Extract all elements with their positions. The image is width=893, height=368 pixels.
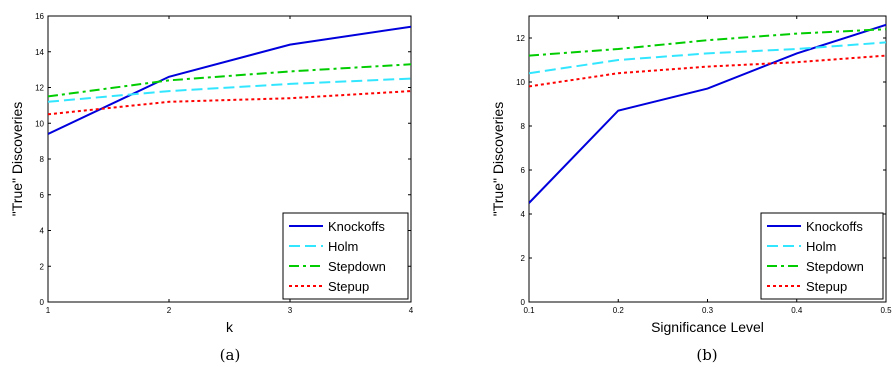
y-axis-label: "True" Discoveries [490, 102, 506, 216]
y-tick-label: 16 [35, 12, 44, 21]
x-tick-label: 2 [167, 306, 172, 315]
series-line-knockoffs [48, 25, 411, 135]
series-line-holm [48, 77, 411, 103]
y-tick-label: 4 [521, 210, 526, 219]
x-tick-label: 1 [46, 306, 51, 315]
y-tick-label: 12 [35, 84, 44, 93]
series-line-stepdown [529, 28, 886, 57]
y-tick-label: 10 [516, 78, 525, 87]
legend-label: Stepdown [328, 259, 386, 274]
x-tick-label: 0.3 [702, 306, 714, 315]
legend-label: Stepup [806, 279, 847, 294]
x-tick-label: 0.4 [791, 306, 803, 315]
series-line-stepup [529, 54, 886, 88]
x-tick-label: 0.5 [880, 306, 892, 315]
legend-label: Knockoffs [806, 219, 863, 234]
subfigure-caption: (a) [220, 346, 241, 364]
series-line-stepdown [48, 63, 411, 98]
series-line-knockoffs [529, 23, 886, 204]
legend-label: Stepdown [806, 259, 864, 274]
y-axis-label: "True" Discoveries [9, 102, 25, 216]
y-tick-label: 14 [35, 48, 44, 57]
y-tick-label: 12 [516, 34, 525, 43]
legend-label: Holm [806, 239, 836, 254]
x-tick-label: 4 [409, 306, 414, 315]
y-tick-label: 4 [40, 227, 45, 236]
x-tick-label: 0.2 [613, 306, 625, 315]
y-tick-label: 6 [40, 191, 45, 200]
legend: Knockoffs Holm Stepdown Stepup [760, 212, 884, 300]
chart-2: 0.1 0.2 0.3 0.4 0.5 0 2 4 6 8 10 12 Significance Lev… [490, 15, 892, 364]
subfigure-caption: (b) [696, 346, 717, 364]
x-axis-label: k [226, 319, 234, 335]
legend-box [282, 212, 409, 300]
legend: Knockoffs Holm Stepdown Stepup [282, 212, 409, 300]
y-tick-label: 2 [40, 262, 45, 271]
y-tick-label: 8 [521, 122, 526, 131]
y-tick-label: 8 [40, 155, 45, 164]
y-tick-label: 0 [40, 298, 45, 307]
legend-label: Holm [328, 239, 358, 254]
legend-box [760, 212, 884, 300]
y-tick-label: 2 [521, 254, 526, 263]
y-tick-label: 6 [521, 166, 526, 175]
series-line-holm [529, 41, 886, 75]
x-axis-label: Significance Level [651, 319, 764, 335]
x-tick-label: 0.1 [523, 306, 535, 315]
y-tick-label: 0 [521, 298, 526, 307]
legend-label: Knockoffs [328, 219, 385, 234]
series-line-stepup [48, 90, 411, 116]
x-tick-label: 3 [288, 306, 293, 315]
y-tick-label: 10 [35, 119, 44, 128]
legend-label: Stepup [328, 279, 369, 294]
